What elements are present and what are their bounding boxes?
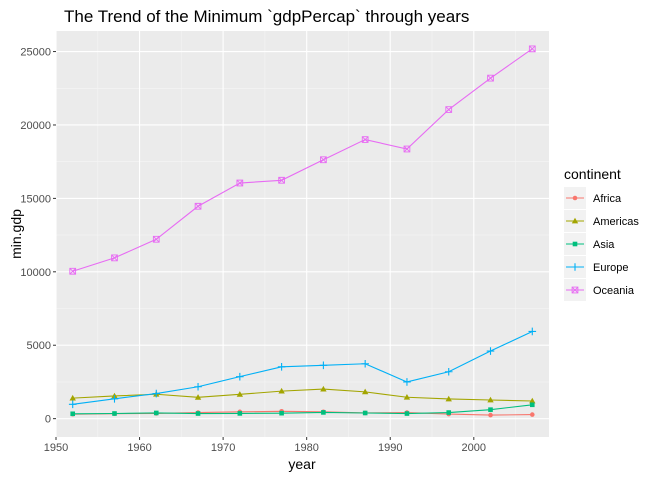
data-point-oceania bbox=[361, 136, 369, 143]
legend-label-africa: Africa bbox=[593, 193, 622, 205]
y-tick-label: 25000 bbox=[20, 47, 51, 59]
data-point-oceania bbox=[236, 179, 244, 187]
data-point-americas bbox=[278, 387, 285, 394]
data-point-europe bbox=[486, 347, 495, 355]
y-tick-label: 20000 bbox=[20, 120, 51, 132]
series-line-oceania bbox=[72, 48, 533, 272]
data-point-oceania bbox=[320, 156, 327, 164]
legend-item-asia: Asia bbox=[564, 233, 615, 255]
data-point-asia bbox=[195, 411, 201, 416]
x-axis-title: year bbox=[288, 456, 316, 472]
x-tick-label: 1980 bbox=[294, 442, 318, 454]
data-point-oceania bbox=[403, 145, 411, 153]
data-point-americas bbox=[361, 388, 369, 395]
plot-panel bbox=[56, 31, 549, 437]
data-point-asia bbox=[321, 410, 326, 415]
data-point-americas bbox=[69, 394, 76, 401]
x-tick-label: 1950 bbox=[44, 442, 68, 454]
x-tick-label: 1960 bbox=[127, 442, 151, 454]
data-point-americas bbox=[445, 395, 452, 402]
series-europe bbox=[68, 327, 537, 409]
data-point-africa bbox=[529, 412, 535, 417]
y-axis-title: min.gdp bbox=[8, 209, 24, 259]
data-point-oceania bbox=[69, 267, 77, 275]
data-point-americas bbox=[194, 394, 202, 400]
data-point-americas bbox=[236, 391, 244, 397]
x-tick-label: 1990 bbox=[378, 442, 402, 454]
data-point-oceania bbox=[278, 176, 285, 184]
data-point-oceania bbox=[487, 74, 494, 82]
legend-item-africa: Africa bbox=[564, 187, 622, 209]
legend-label-asia: Asia bbox=[593, 239, 615, 251]
data-point-americas bbox=[529, 397, 536, 404]
legend-label-oceania: Oceania bbox=[593, 285, 635, 297]
x-tick-label: 2000 bbox=[462, 442, 486, 454]
data-point-oceania bbox=[111, 254, 118, 262]
data-point-europe bbox=[236, 372, 244, 381]
legend: continent Africa Americas Asia Europe Oceani… bbox=[564, 166, 639, 301]
data-point-asia bbox=[153, 410, 159, 416]
data-point-asia bbox=[362, 410, 368, 416]
data-point-oceania bbox=[445, 106, 453, 113]
data-point-africa bbox=[488, 412, 493, 418]
data-point-asia bbox=[70, 411, 76, 417]
data-point-europe bbox=[194, 382, 202, 391]
legend-item-europe: Europe bbox=[564, 256, 628, 278]
data-point-europe bbox=[277, 363, 286, 371]
legend-key-marker-africa bbox=[572, 195, 578, 201]
series-oceania bbox=[69, 45, 536, 275]
chart-title: The Trend of the Minimum `gdpPercap` thr… bbox=[64, 7, 469, 26]
legend-key-marker-oceania bbox=[571, 286, 579, 294]
data-point-asia bbox=[488, 407, 493, 412]
data-point-europe bbox=[528, 327, 537, 336]
data-point-asia bbox=[237, 411, 243, 416]
x-tick-label: 1970 bbox=[211, 442, 235, 454]
legend-label-europe: Europe bbox=[593, 262, 628, 274]
legend-title: continent bbox=[564, 166, 621, 182]
data-point-europe bbox=[444, 367, 453, 376]
data-point-asia bbox=[529, 402, 535, 408]
legend-key-marker-americas bbox=[571, 217, 579, 224]
data-point-asia bbox=[404, 411, 410, 416]
series-line-asia bbox=[72, 404, 533, 415]
legend-item-oceania: Oceania bbox=[564, 279, 635, 301]
data-point-europe bbox=[319, 361, 328, 370]
y-tick-label: 5000 bbox=[27, 340, 51, 352]
data-point-asia bbox=[112, 411, 117, 416]
series-line-europe bbox=[72, 330, 533, 405]
legend-label-americas: Americas bbox=[593, 216, 639, 228]
y-tick-label: 10000 bbox=[20, 267, 51, 279]
data-point-americas bbox=[487, 396, 494, 403]
data-point-europe bbox=[110, 394, 119, 403]
data-point-europe bbox=[361, 359, 369, 368]
legend-key-marker-asia bbox=[572, 241, 578, 247]
data-point-oceania bbox=[528, 45, 536, 53]
series-asia bbox=[70, 402, 535, 417]
data-point-americas bbox=[403, 394, 411, 400]
y-tick-label: 15000 bbox=[20, 193, 51, 205]
legend-key-marker-europe bbox=[571, 263, 579, 271]
y-tick-label: 0 bbox=[45, 414, 51, 426]
data-point-europe bbox=[68, 400, 77, 409]
data-point-europe bbox=[152, 389, 161, 398]
data-point-americas bbox=[320, 385, 327, 392]
data-point-asia bbox=[279, 410, 284, 416]
legend-item-americas: Americas bbox=[564, 210, 639, 232]
data-point-oceania bbox=[152, 235, 160, 243]
data-point-asia bbox=[446, 410, 452, 415]
data-point-oceania bbox=[194, 202, 202, 210]
data-point-europe bbox=[403, 378, 411, 386]
